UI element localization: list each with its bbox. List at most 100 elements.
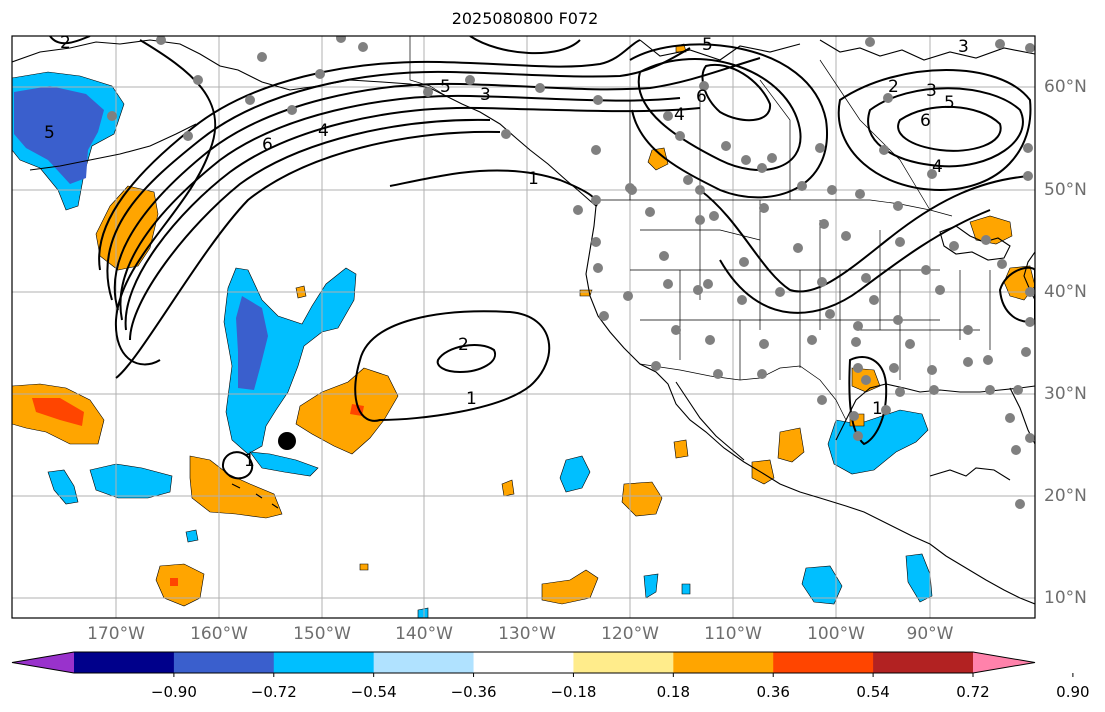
contour-ridge-3 — [113, 57, 761, 311]
coastlines — [12, 39, 1035, 605]
lon-label-160w: 160°W — [190, 624, 248, 644]
political-borders — [409, 36, 991, 421]
colorbar-tick-label: −0.18 — [550, 683, 597, 701]
lon-label-130w: 130°W — [498, 624, 556, 644]
shade-blue-sw-g — [417, 607, 429, 618]
baja — [675, 381, 745, 461]
lat-label-20n: 20°N — [1044, 486, 1087, 506]
contour-label: 6 — [696, 87, 707, 107]
contour-ridge-7 — [115, 130, 501, 379]
contour-canada-low-2 — [637, 58, 802, 171]
graticule — [12, 36, 1035, 618]
yucatan — [929, 467, 1011, 481]
colorbar-segment — [173, 652, 275, 673]
lat-label-60n: 60°N — [1044, 77, 1087, 97]
shade-orange-small-3 — [359, 563, 369, 571]
contour-label: 5 — [440, 77, 451, 97]
lon-label-100w: 100°W — [807, 624, 865, 644]
shade-orange-20n-a — [501, 479, 515, 497]
colorbar-outline — [11, 651, 1036, 674]
shade-medblue-central-pacific — [236, 296, 268, 390]
contour-high-inner — [436, 344, 497, 374]
lon-label-110w: 110°W — [704, 624, 762, 644]
colorbar-tick-label: 0.54 — [856, 683, 890, 701]
contour-gulf-loop — [848, 356, 888, 446]
contour-label: 4 — [318, 121, 329, 141]
colorbar-segment — [473, 652, 574, 673]
lon-label-150w: 150°W — [293, 624, 351, 644]
colorbar-tick-label: −0.54 — [350, 683, 397, 701]
shade-medblue-alaska-west — [14, 86, 104, 184]
colorbar-segment — [673, 652, 774, 673]
shade-orange-20n-b — [621, 481, 663, 517]
lat-label-50n: 50°N — [1044, 180, 1087, 200]
station-dots — [107, 36, 1035, 509]
contour-label: 4 — [932, 157, 943, 177]
contour-trough-west — [114, 39, 217, 366]
colorbar-segment — [773, 652, 874, 673]
shade-blue-sw-d — [905, 553, 933, 603]
contour-labels: 6 4 5 3 1 2 1 6 4 5 6 5 3 2 4 5 3 2 1 1 — [44, 35, 969, 471]
colorbar-tick-label: 0.18 — [656, 683, 691, 701]
contour-east-low-3 — [837, 69, 1032, 192]
shade-blue-west-20n-b — [47, 469, 79, 505]
shade-orange-mexico-b — [751, 459, 775, 485]
shade-red-west-30n — [32, 398, 84, 426]
map-title: 2025080800 F072 — [451, 9, 599, 28]
contour-label: 2 — [888, 77, 899, 97]
canadian-islands — [639, 39, 801, 61]
contour-label: 1 — [466, 389, 477, 409]
shade-orange-sw-pacific — [155, 563, 205, 607]
contour-ridge-5 — [124, 106, 701, 331]
contour-top-left — [49, 36, 91, 45]
colorbar-tick-label: 0.90 — [1056, 683, 1090, 701]
colorbar-tick-label: 0.72 — [956, 683, 990, 701]
shade-blue-sw-f — [681, 583, 691, 595]
contour-label: 1 — [244, 451, 255, 471]
colorbar-segment — [74, 652, 175, 673]
contour-ridge-2 — [106, 47, 691, 301]
contour-one-pacific — [389, 169, 598, 207]
great-lakes — [939, 225, 1011, 261]
colorbar-extend-low — [12, 652, 74, 673]
shade-orange-mexico-a — [777, 427, 805, 463]
shade-blue-small-1 — [185, 529, 199, 543]
colorbar-segment — [373, 652, 475, 673]
contour-label: 1 — [528, 169, 539, 189]
colorbar-segment — [873, 652, 974, 673]
contour-interior-2 — [719, 209, 991, 314]
shade-blue-near-hawaii — [249, 451, 319, 477]
shade-orange-great-lakes — [969, 215, 1013, 245]
shaded-regions — [12, 43, 1035, 618]
aleutians — [29, 123, 197, 171]
contour-east-low-1 — [897, 105, 1002, 152]
shade-orange-mexico-c — [673, 439, 689, 459]
alaska-canada-border — [409, 36, 447, 97]
colorbar-extend-high — [973, 652, 1035, 673]
colorbar-segment — [573, 652, 674, 673]
contour-label: 5 — [44, 123, 55, 143]
shade-orange-pacific-30n — [295, 367, 399, 455]
colorbar-tick-label: −0.90 — [150, 683, 197, 701]
shade-orange-sw-b — [541, 569, 599, 605]
shade-blue-west-20n — [89, 463, 173, 499]
contour-interior-1 — [699, 175, 1031, 293]
contour-high-outer — [354, 310, 551, 422]
contour-ridge-4 — [119, 94, 681, 321]
colorbar-tick-label: 0.36 — [756, 683, 790, 701]
lon-label-170w: 170°W — [87, 624, 145, 644]
location-marker — [278, 432, 296, 450]
shade-blue-sw-c — [801, 565, 843, 605]
shade-orange-canada-a — [647, 147, 669, 171]
contour-top-mid — [469, 36, 581, 55]
colorbar-tick-label: −0.72 — [250, 683, 297, 701]
lat-label-40n: 40°N — [1044, 282, 1087, 302]
contour-label: 6 — [920, 111, 931, 131]
colorbar — [11, 651, 1074, 677]
contour-label: 5 — [702, 35, 713, 55]
colorbar-segment — [273, 652, 375, 673]
contour-label: 6 — [262, 135, 273, 155]
contour-se-loop — [998, 266, 1035, 323]
contour-label: 4 — [674, 105, 685, 125]
